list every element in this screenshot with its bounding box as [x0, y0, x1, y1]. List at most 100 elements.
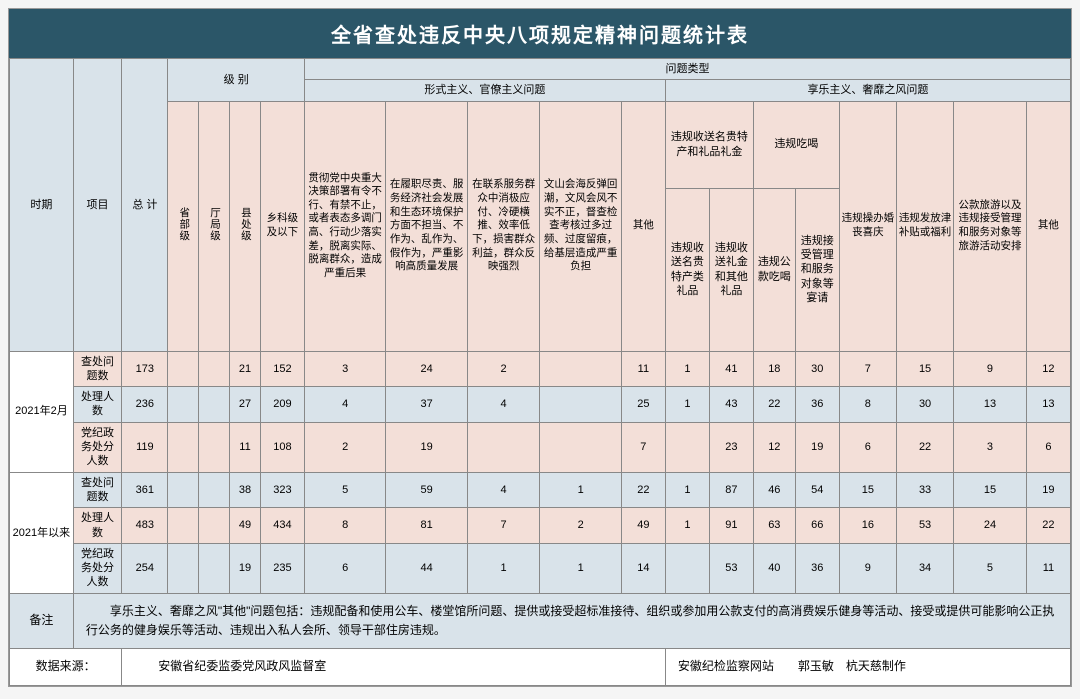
value-cell: 1 [467, 543, 540, 593]
value-cell: 38 [230, 472, 261, 508]
value-cell: 23 [709, 422, 753, 472]
value-cell: 87 [709, 472, 753, 508]
value-cell: 1 [540, 472, 621, 508]
hdr-travel: 公款旅游以及违规接受管理和服务对象等旅游活动安排 [954, 101, 1027, 351]
value-cell: 37 [386, 387, 467, 423]
hdr-subsidy: 违规发放津补贴或福利 [896, 101, 953, 351]
value-cell: 434 [260, 508, 304, 544]
value-cell: 22 [753, 387, 795, 423]
value-cell: 323 [260, 472, 304, 508]
value-cell: 66 [795, 508, 839, 544]
value-cell: 21 [230, 351, 261, 387]
hdr-lvl-dept: 厅局级 [199, 101, 230, 351]
hdr-gifts-group: 违规收送名贵特产和礼品礼金 [665, 101, 753, 188]
value-cell: 34 [896, 543, 953, 593]
value-cell: 41 [709, 351, 753, 387]
source-row: 数据来源： 安徽省纪委监委党风政风监督室 安徽纪检监察网站 郭玉敏 杭天慈制作 [10, 649, 1071, 686]
table-body: 2021年2月查处问题数173211523242111411830715912处… [10, 351, 1071, 593]
report-title: 全省查处违反中央八项规定精神问题统计表 [9, 9, 1071, 58]
value-cell: 15 [839, 472, 896, 508]
hdr-f2: 在履职尽责、服务经济社会发展和生态环境保护方面不担当、不作为、乱作为、假作为，严… [386, 101, 467, 351]
value-cell: 173 [122, 351, 168, 387]
value-cell: 3 [954, 422, 1027, 472]
value-cell: 24 [954, 508, 1027, 544]
source-text2: 安徽纪检监察网站 郭玉敏 杭天慈制作 [665, 649, 1070, 686]
value-cell: 1 [665, 508, 709, 544]
value-cell: 8 [304, 508, 385, 544]
value-cell: 4 [467, 387, 540, 423]
hdr-g1: 违规收送名贵特产类礼品 [665, 188, 709, 351]
hdr-level-group: 级 别 [168, 59, 304, 102]
value-cell: 24 [386, 351, 467, 387]
table-row: 党纪政务处分人数11911108219723121962236 [10, 422, 1071, 472]
value-cell: 1 [665, 351, 709, 387]
table-row: 2021年以来查处问题数3613832355941221874654153315… [10, 472, 1071, 508]
hdr-lvl-county: 县处级 [230, 101, 261, 351]
value-cell: 46 [753, 472, 795, 508]
value-cell: 22 [1026, 508, 1070, 544]
value-cell [540, 351, 621, 387]
value-cell: 12 [753, 422, 795, 472]
value-cell: 30 [795, 351, 839, 387]
value-cell: 4 [467, 472, 540, 508]
hdr-wedding: 违规操办婚丧喜庆 [839, 101, 896, 351]
item-cell: 处理人数 [73, 508, 121, 544]
value-cell: 2 [540, 508, 621, 544]
value-cell [665, 543, 709, 593]
value-cell: 33 [896, 472, 953, 508]
value-cell: 235 [260, 543, 304, 593]
footnote-text: 享乐主义、奢靡之风"其他"问题包括：违规配备和使用公车、楼堂馆所问题、提供或接受… [73, 593, 1070, 648]
value-cell: 152 [260, 351, 304, 387]
hdr-hedonism-group: 享乐主义、奢靡之风问题 [665, 80, 1070, 101]
value-cell: 6 [839, 422, 896, 472]
period-cell: 2021年2月 [10, 351, 74, 472]
hdr-f1: 贯彻党中央重大决策部署有令不行、有禁不止，或者表态多调门高、行动少落实差，脱离实… [304, 101, 385, 351]
hdr-g2: 违规收送礼金和其他礼品 [709, 188, 753, 351]
value-cell [168, 543, 199, 593]
hdr-dining-group: 违规吃喝 [753, 101, 839, 188]
table-row: 处理人数483494348817249191636616532422 [10, 508, 1071, 544]
item-cell: 查处问题数 [73, 472, 121, 508]
hdr-period: 时期 [10, 59, 74, 352]
period-cell: 2021年以来 [10, 472, 74, 593]
value-cell: 36 [795, 387, 839, 423]
value-cell: 13 [954, 387, 1027, 423]
value-cell: 13 [1026, 387, 1070, 423]
value-cell [199, 422, 230, 472]
value-cell: 43 [709, 387, 753, 423]
value-cell [168, 422, 199, 472]
value-cell [199, 543, 230, 593]
value-cell: 53 [896, 508, 953, 544]
value-cell: 40 [753, 543, 795, 593]
hdr-issue-group: 问题类型 [304, 59, 1070, 80]
value-cell [540, 387, 621, 423]
value-cell: 7 [839, 351, 896, 387]
value-cell: 9 [839, 543, 896, 593]
value-cell: 19 [795, 422, 839, 472]
hdr-lvl-prov: 省部级 [168, 101, 199, 351]
value-cell [199, 387, 230, 423]
value-cell: 91 [709, 508, 753, 544]
value-cell: 1 [540, 543, 621, 593]
value-cell: 54 [795, 472, 839, 508]
value-cell: 27 [230, 387, 261, 423]
value-cell: 7 [621, 422, 665, 472]
value-cell [199, 472, 230, 508]
report-container: 全省查处违反中央八项规定精神问题统计表 时期 项目 总 计 级 别 问题类型 形… [8, 8, 1072, 687]
table-row: 处理人数2362720943742514322368301313 [10, 387, 1071, 423]
value-cell: 63 [753, 508, 795, 544]
value-cell: 1 [665, 387, 709, 423]
value-cell: 18 [753, 351, 795, 387]
item-cell: 党纪政务处分人数 [73, 543, 121, 593]
hdr-item: 项目 [73, 59, 121, 352]
footnote-row: 备注 享乐主义、奢靡之风"其他"问题包括：违规配备和使用公车、楼堂馆所问题、提供… [10, 593, 1071, 648]
hdr-f3: 在联系服务群众中消极应付、冷硬横推、效率低下，损害群众利益，群众反映强烈 [467, 101, 540, 351]
value-cell [540, 422, 621, 472]
value-cell: 22 [896, 422, 953, 472]
item-cell: 处理人数 [73, 387, 121, 423]
value-cell: 53 [709, 543, 753, 593]
value-cell: 9 [954, 351, 1027, 387]
value-cell: 209 [260, 387, 304, 423]
value-cell: 236 [122, 387, 168, 423]
value-cell: 11 [621, 351, 665, 387]
